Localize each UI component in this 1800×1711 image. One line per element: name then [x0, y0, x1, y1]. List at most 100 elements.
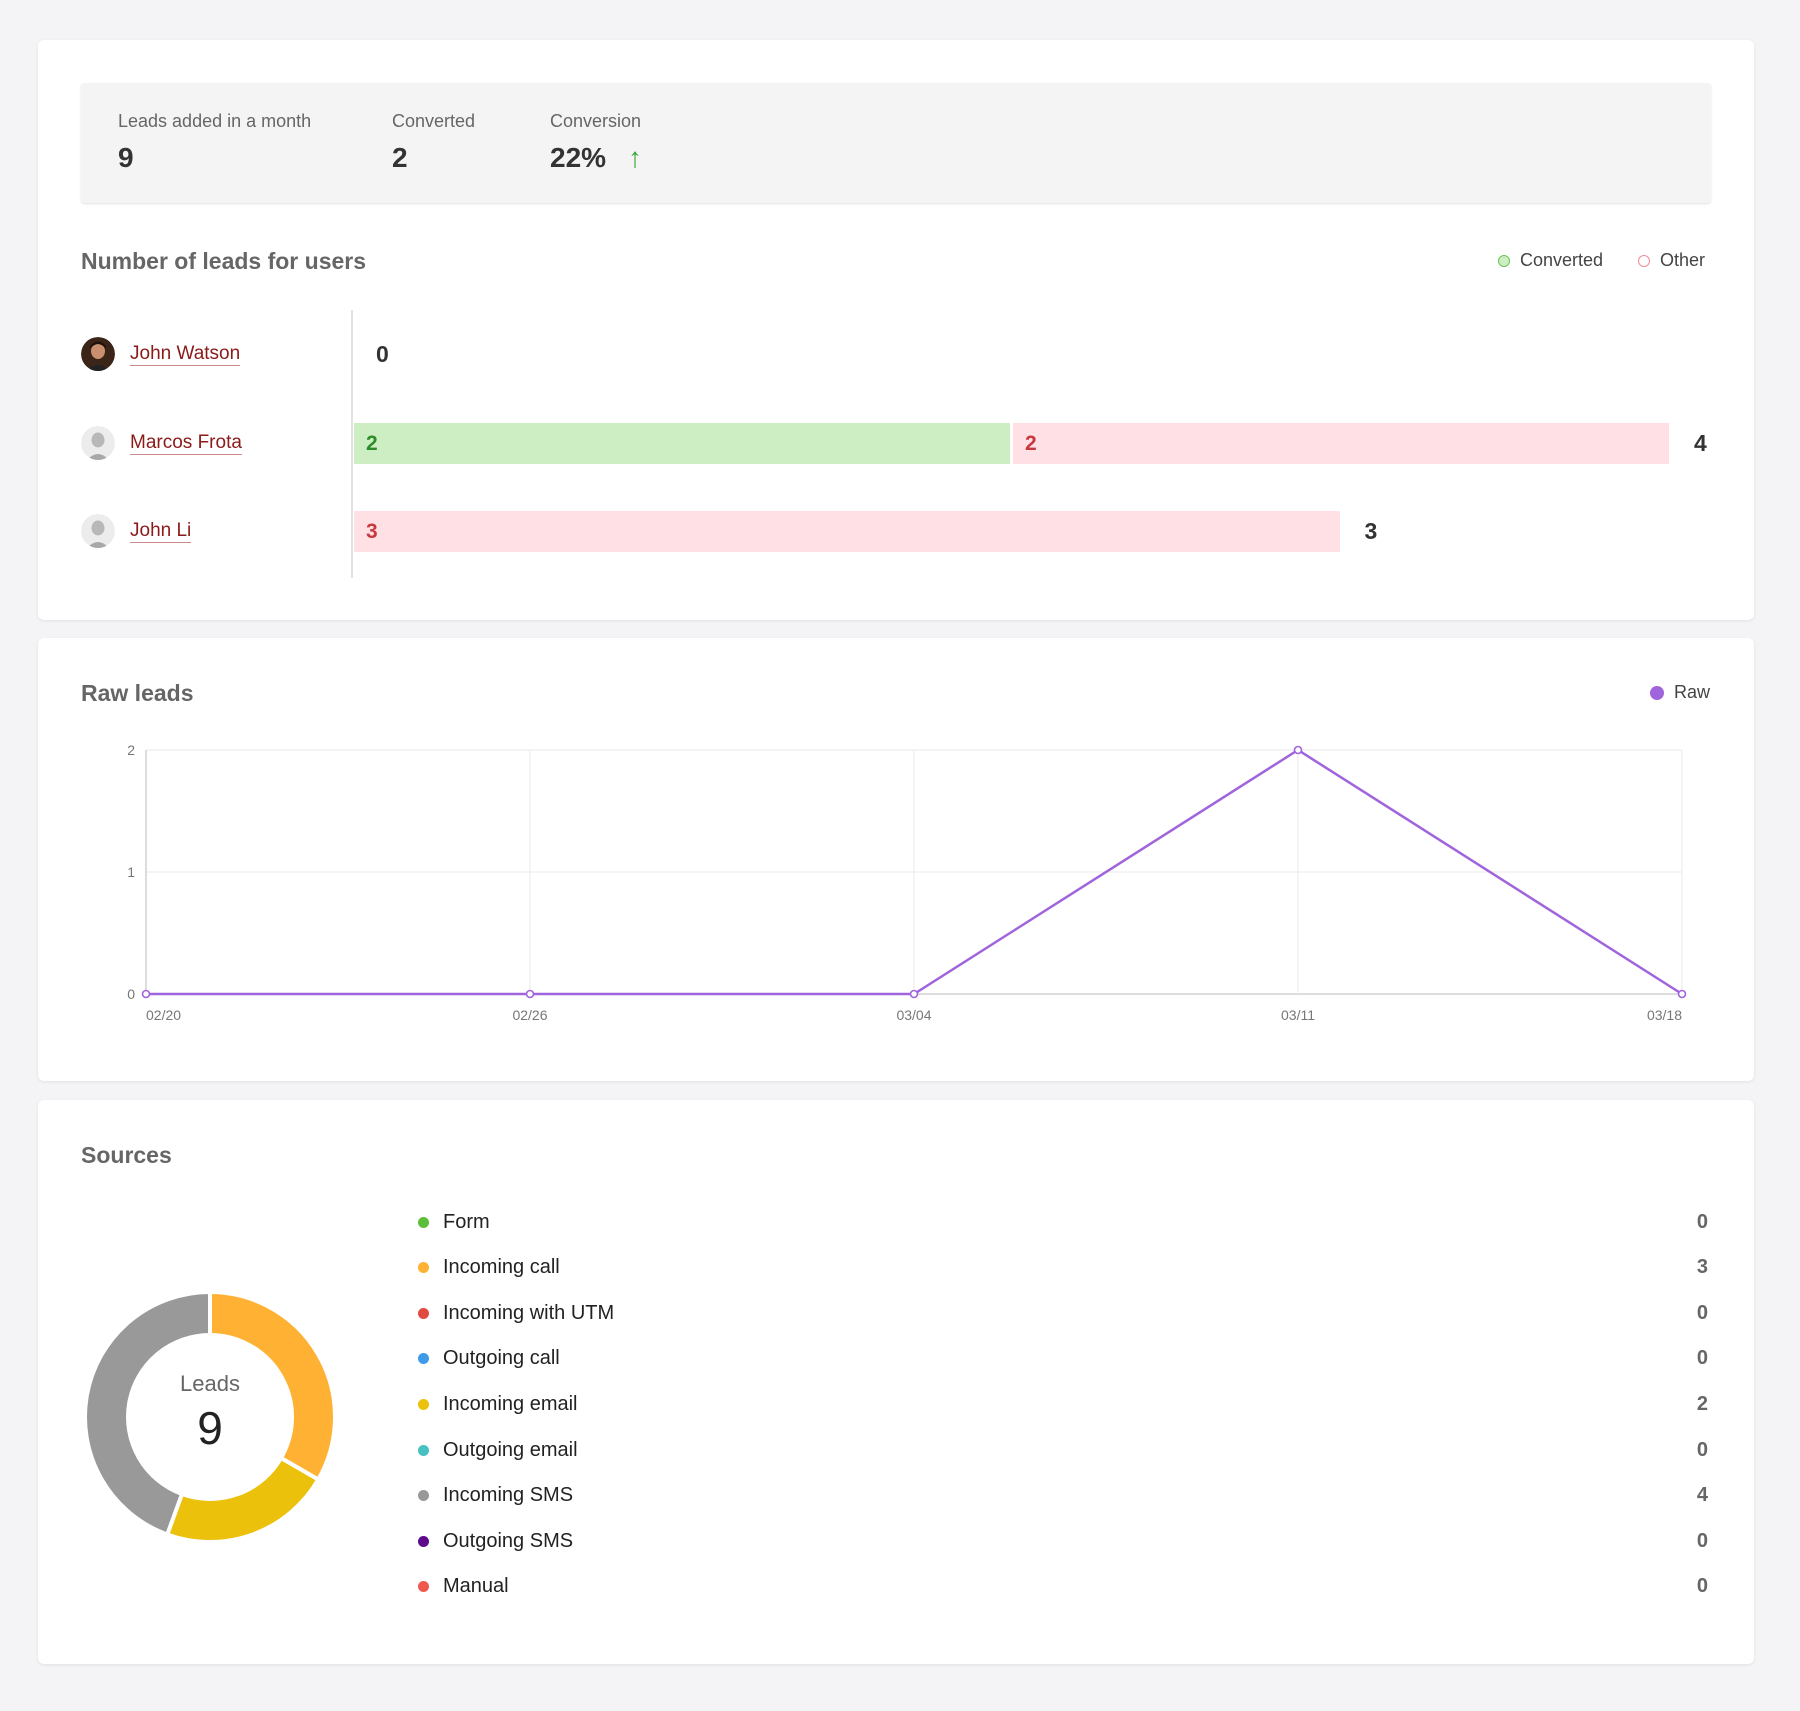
source-name: Outgoing SMS: [443, 1529, 574, 1552]
sources-donut-chart: [83, 1289, 337, 1544]
sources-card: Sources Leads 9 Form 0 Incoming call 3 Incom…: [38, 1100, 1754, 1664]
donut-slice[interactable]: [208, 1289, 337, 1483]
stat-value-row: 22% ↑: [550, 142, 642, 174]
source-count: 0: [1696, 1210, 1708, 1233]
legend-other-dot: [1638, 254, 1650, 267]
legend-converted-dot: [1498, 254, 1510, 267]
source-item: Incoming with UTM 0: [418, 1298, 1708, 1328]
source-dot: [418, 1490, 429, 1502]
user-name-link[interactable]: John Watson: [130, 342, 241, 366]
bar-total: 0: [376, 341, 389, 367]
source-item: Incoming SMS 4: [418, 1481, 1708, 1511]
stat-conversion: Conversion 22% ↑: [550, 111, 642, 174]
stat-label: Conversion: [550, 111, 642, 131]
leads-for-users-title: Number of leads for users: [81, 248, 367, 274]
source-count: 0: [1696, 1301, 1708, 1324]
data-point: [1677, 989, 1687, 999]
y-tick-label: 0: [127, 986, 135, 1002]
user-name-link[interactable]: Marcos Frota: [130, 431, 242, 455]
data-point: [141, 989, 151, 999]
source-count: 3: [1696, 1256, 1708, 1279]
avatar: [81, 337, 115, 371]
bar-converted[interactable]: 2: [354, 423, 1010, 464]
source-dot: [418, 1353, 429, 1365]
avatar: [81, 426, 115, 460]
bar-other[interactable]: 2: [1013, 423, 1669, 464]
source-dot: [418, 1216, 429, 1228]
raw-leads-chart: 0 1 2 02/20 02/26 03/04 03/11 03/18: [127, 742, 1687, 1023]
stat-converted: Converted 2: [392, 111, 475, 174]
source-count: 0: [1696, 1438, 1708, 1461]
source-dot: [418, 1581, 429, 1593]
source-count: 0: [1696, 1529, 1708, 1552]
source-count: 2: [1696, 1392, 1708, 1415]
source-name: Form: [443, 1210, 490, 1233]
donut-center-value: 9: [197, 1402, 223, 1454]
donut-slice[interactable]: [83, 1289, 212, 1538]
source-count: 0: [1696, 1347, 1708, 1370]
bar-total: 3: [1364, 518, 1378, 544]
raw-leads-title: Raw leads: [81, 680, 194, 706]
legend-raw-label: Raw: [1674, 682, 1711, 702]
legend-other-label: Other: [1660, 250, 1706, 270]
source-item: Outgoing email 0: [418, 1435, 1708, 1465]
user-row: John Li: [81, 511, 192, 551]
stats-strip: Leads added in a month 9 Converted 2 Con…: [81, 83, 1711, 203]
source-dot: [418, 1307, 429, 1319]
stat-label: Converted: [392, 111, 476, 131]
donut-slice[interactable]: [164, 1455, 321, 1544]
user-name-link[interactable]: John Li: [130, 519, 192, 543]
y-tick-label: 2: [127, 742, 135, 758]
avatar: [81, 514, 115, 548]
source-dot: [418, 1535, 429, 1547]
legend-raw[interactable]: Raw: [1650, 682, 1710, 703]
sources-title: Sources: [81, 1142, 172, 1168]
source-name: Incoming SMS: [443, 1484, 574, 1507]
source-item: Incoming email 2: [418, 1389, 1708, 1419]
source-name: Incoming email: [443, 1392, 578, 1415]
source-item: Outgoing SMS 0: [418, 1526, 1708, 1556]
raw-leads-card: Raw leads Raw 0 1 2 02/20 02/26 03/04 03/11 03/…: [38, 638, 1754, 1081]
bar-total: 4: [1694, 430, 1707, 456]
leads-summary-card: Leads added in a month 9 Converted 2 Con…: [38, 40, 1754, 620]
data-point: [525, 989, 535, 999]
source-dot: [418, 1444, 429, 1456]
source-name: Incoming call: [443, 1256, 560, 1279]
source-name: Outgoing email: [443, 1438, 578, 1461]
x-tick-label: 02/26: [512, 1007, 547, 1023]
y-tick-label: 1: [127, 864, 135, 880]
legend-converted-label: Converted: [1520, 250, 1604, 270]
stat-value: 9: [118, 142, 134, 173]
legend-raw-dot: [1650, 685, 1664, 700]
source-dot: [418, 1398, 429, 1410]
source-item: Form 0: [418, 1207, 1708, 1237]
legend-converted[interactable]: Converted: [1498, 250, 1603, 271]
source-name: Incoming with UTM: [443, 1301, 615, 1324]
bar-axis-line: [351, 310, 353, 578]
source-dot: [418, 1262, 429, 1274]
bar-other[interactable]: 3: [354, 511, 1340, 552]
stat-leads-added: Leads added in a month 9: [118, 111, 311, 174]
x-tick-label: 02/20: [146, 1007, 181, 1023]
data-point: [909, 989, 919, 999]
legend-other[interactable]: Other: [1638, 250, 1705, 271]
x-tick-label: 03/11: [1281, 1007, 1315, 1023]
source-name: Manual: [443, 1575, 509, 1598]
source-count: 4: [1696, 1484, 1708, 1507]
x-tick-label: 03/04: [896, 1007, 931, 1023]
data-point: [1293, 745, 1303, 755]
source-item: Incoming call 3: [418, 1253, 1708, 1283]
arrow-up-icon: ↑: [628, 142, 643, 173]
x-tick-label: 03/18: [1647, 1007, 1682, 1023]
source-name: Outgoing call: [443, 1347, 560, 1370]
source-item: Manual 0: [418, 1572, 1708, 1602]
user-row: John Watson: [81, 334, 241, 374]
stat-label: Leads added in a month: [118, 111, 312, 131]
donut-center: Leads 9: [110, 1371, 310, 1455]
donut-center-label: Leads: [180, 1371, 240, 1396]
conversion-value: 22%: [550, 142, 607, 173]
stat-value: 2: [392, 142, 408, 173]
source-count: 0: [1696, 1575, 1708, 1598]
source-item: Outgoing call 0: [418, 1344, 1708, 1374]
user-row: Marcos Frota: [81, 423, 242, 463]
